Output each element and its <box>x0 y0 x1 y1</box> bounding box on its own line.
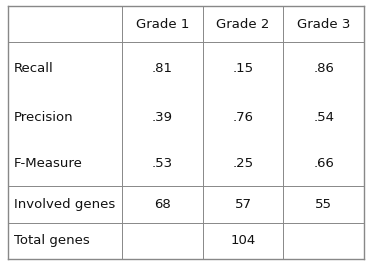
Text: .53: .53 <box>152 157 173 170</box>
Text: F-Measure: F-Measure <box>14 157 83 170</box>
Text: Involved genes: Involved genes <box>14 198 115 211</box>
Text: 57: 57 <box>235 198 251 211</box>
Text: Recall: Recall <box>14 62 54 75</box>
Text: .76: .76 <box>232 111 254 124</box>
Text: Grade 3: Grade 3 <box>297 18 350 31</box>
Text: .81: .81 <box>152 62 173 75</box>
Text: Precision: Precision <box>14 111 74 124</box>
Text: .25: .25 <box>232 157 254 170</box>
Text: .54: .54 <box>313 111 334 124</box>
Text: 55: 55 <box>315 198 332 211</box>
Text: Grade 1: Grade 1 <box>136 18 189 31</box>
Text: .15: .15 <box>232 62 254 75</box>
Text: .86: .86 <box>313 62 334 75</box>
Text: Grade 2: Grade 2 <box>217 18 270 31</box>
Text: .66: .66 <box>313 157 334 170</box>
Text: 68: 68 <box>154 198 171 211</box>
Text: 104: 104 <box>230 234 256 247</box>
Text: .39: .39 <box>152 111 173 124</box>
Text: Total genes: Total genes <box>14 234 90 247</box>
